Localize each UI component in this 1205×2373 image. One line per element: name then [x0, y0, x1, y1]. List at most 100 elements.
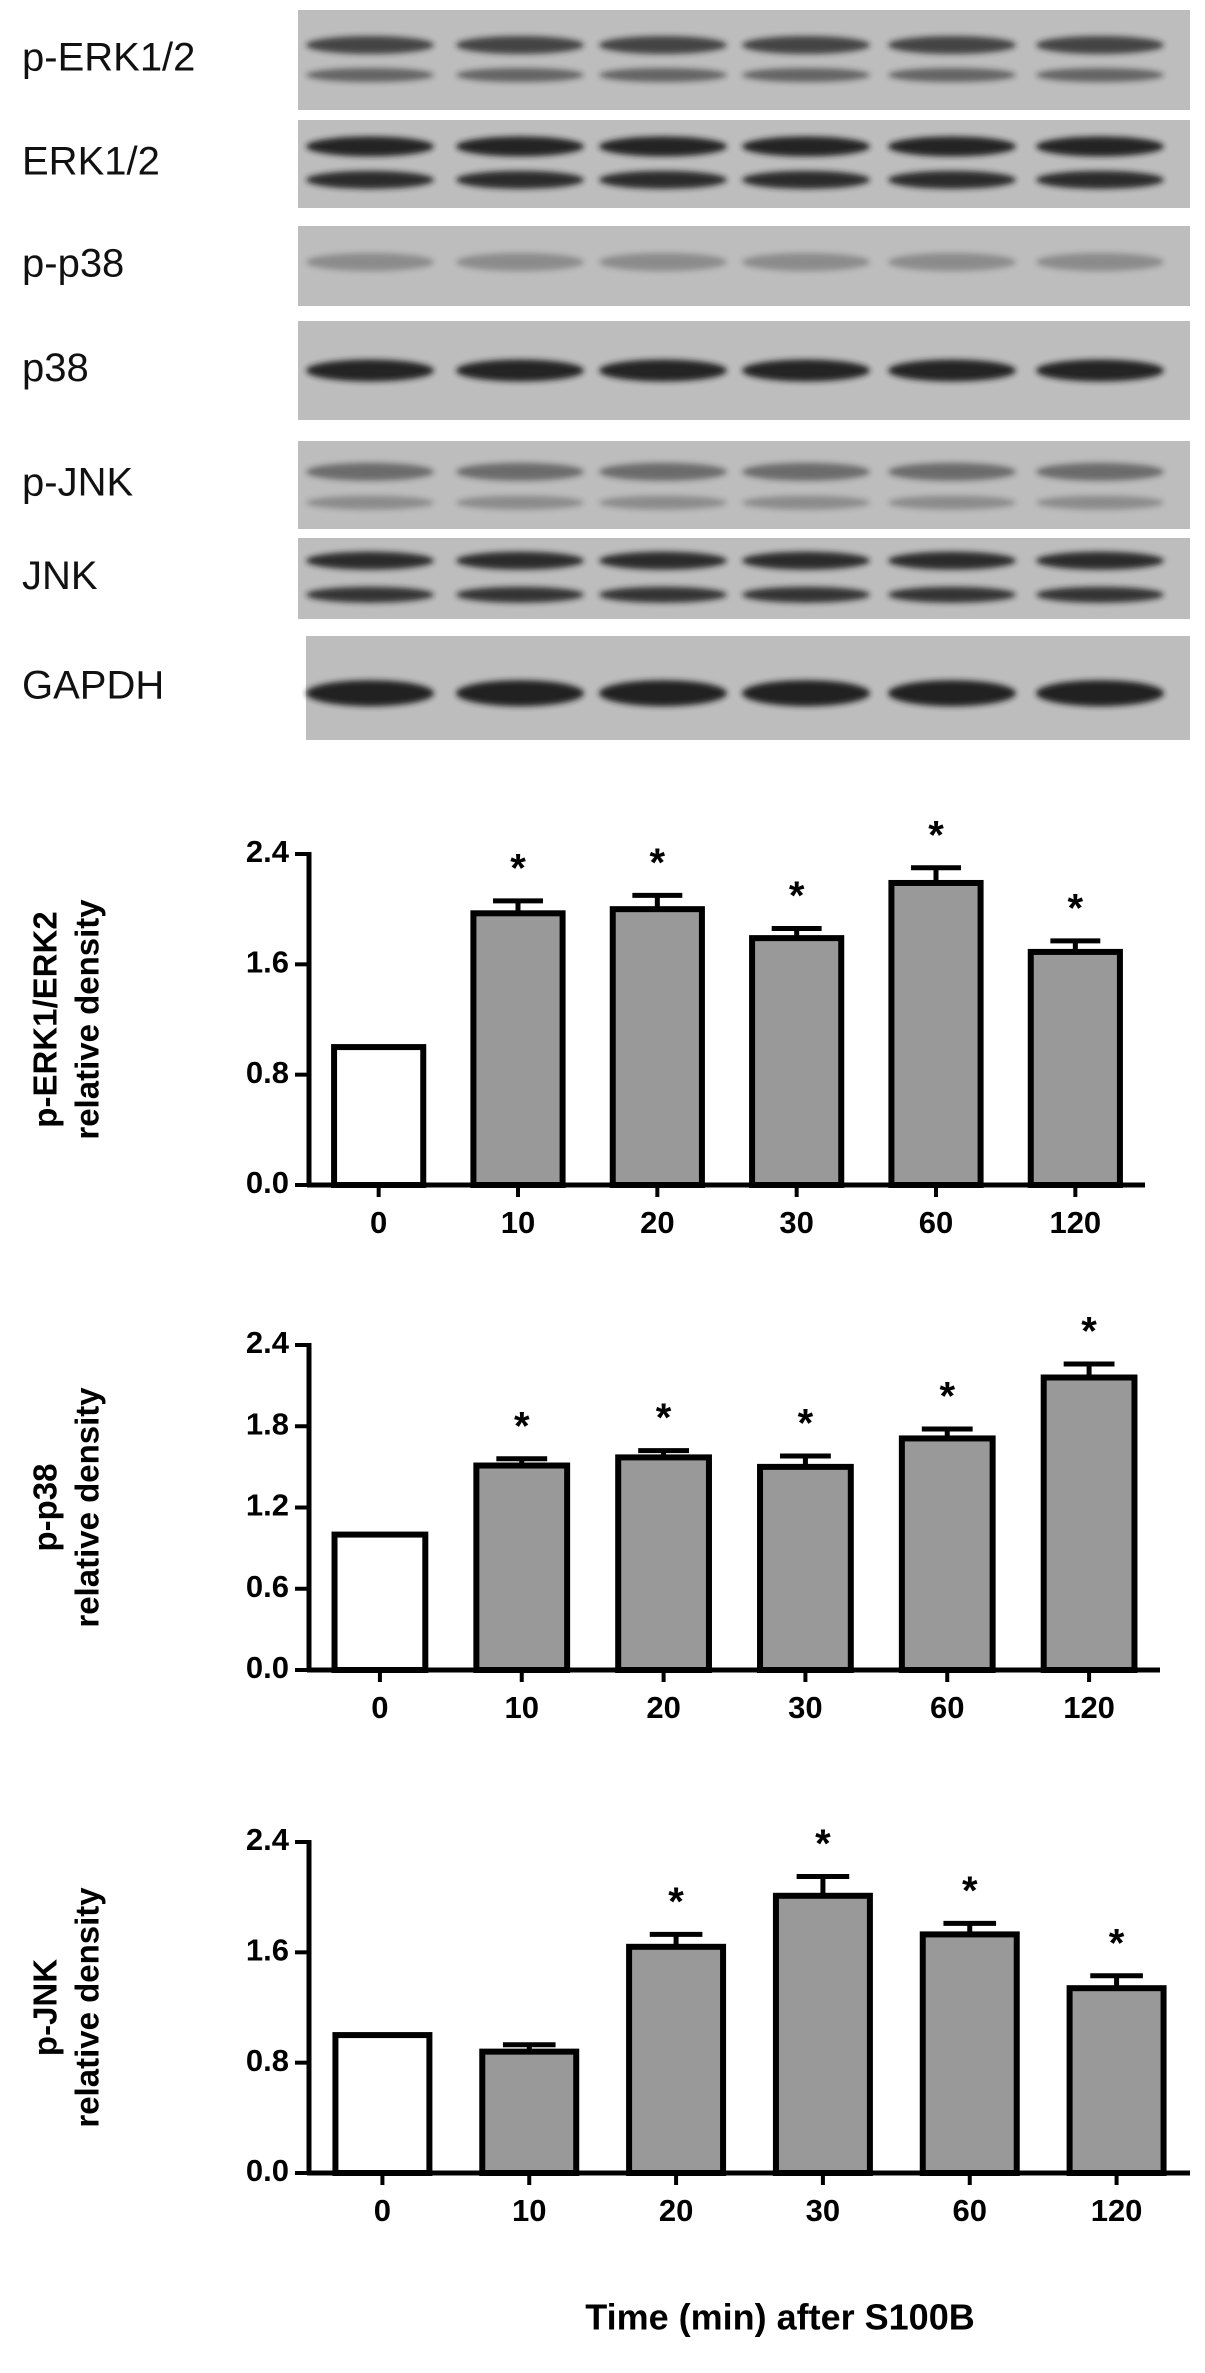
blot-band	[1036, 551, 1164, 570]
blot-band	[456, 359, 584, 382]
blot-band	[456, 253, 584, 271]
blot-label: p-JNK	[22, 461, 133, 505]
blot-band	[306, 495, 434, 510]
x-tick-label: 30	[779, 1205, 813, 1240]
bar	[609, 906, 705, 1189]
blot-panel	[298, 321, 1190, 420]
blot-label: JNK	[22, 554, 98, 598]
blot-label: ERK1/2	[22, 140, 160, 184]
bar	[1040, 1374, 1138, 1673]
blot-band	[599, 170, 727, 189]
x-tick-label: 120	[1091, 2193, 1143, 2228]
blot-band	[599, 586, 727, 603]
bar	[470, 910, 566, 1188]
blot-band	[888, 253, 1016, 271]
blot-band	[306, 586, 434, 603]
blot-band	[888, 551, 1016, 570]
significance-mark: *	[962, 1869, 978, 1913]
x-tick-label: 20	[646, 1690, 680, 1725]
bar	[772, 1892, 873, 2176]
blot-band	[306, 359, 434, 382]
blot-band	[306, 170, 434, 189]
bar	[331, 1044, 427, 1189]
blot-label: p-p38	[22, 242, 124, 286]
bar	[757, 1463, 854, 1673]
blot-label: GAPDH	[22, 664, 164, 708]
blot-band	[1036, 68, 1164, 82]
blot-background	[298, 10, 1190, 110]
bar	[1027, 948, 1123, 1188]
blot-band	[456, 495, 584, 510]
y-tick-label: 0.0	[246, 1165, 289, 1200]
blot-band	[456, 36, 584, 54]
blot-band	[456, 68, 584, 82]
y-tick-label: 0.8	[246, 2043, 289, 2078]
x-tick-label: 30	[788, 1690, 822, 1725]
y-tick-label: 0.6	[246, 1569, 289, 1604]
x-tick-label: 30	[806, 2193, 840, 2228]
blot-band	[888, 36, 1016, 54]
blot-label: p-ERK1/2	[22, 36, 195, 80]
x-tick-label: 20	[640, 1205, 674, 1240]
y-axis-title: relative density	[69, 899, 106, 1140]
significance-mark: *	[798, 1402, 814, 1446]
blot-band	[456, 136, 584, 157]
y-axis-title: relative density	[69, 1887, 106, 2128]
blot-band	[742, 551, 870, 570]
blot-band	[742, 462, 870, 481]
blot-band	[306, 136, 434, 157]
blot-band	[1036, 253, 1164, 271]
blot-band	[742, 359, 870, 382]
blot-band	[888, 462, 1016, 481]
x-tick-label: 20	[659, 2193, 693, 2228]
significance-mark: *	[1081, 1310, 1097, 1354]
bar	[1066, 1985, 1167, 2176]
blot-band	[1036, 170, 1164, 189]
blot-band	[1036, 36, 1164, 54]
bar	[919, 1931, 1020, 2177]
y-tick-label: 0.8	[246, 1055, 289, 1090]
bar	[898, 1435, 996, 1673]
blot-band	[599, 359, 727, 382]
x-tick-label: 0	[371, 1690, 388, 1725]
y-tick-label: 1.2	[246, 1488, 289, 1523]
x-tick-label: 10	[512, 2193, 546, 2228]
blot-band	[1036, 680, 1164, 707]
blot-band	[306, 68, 434, 82]
y-tick-label: 1.6	[246, 945, 289, 980]
significance-mark: *	[514, 1404, 530, 1448]
x-tick-label: 10	[505, 1690, 539, 1725]
blot-band	[742, 36, 870, 54]
x-tick-label: 60	[930, 1690, 964, 1725]
blot-band	[1036, 586, 1164, 603]
blot-background	[298, 226, 1190, 306]
x-axis-title: Time (min) after S100B	[585, 2297, 974, 2338]
bar	[615, 1454, 712, 1674]
y-tick-label: 1.8	[246, 1406, 289, 1441]
blot-band	[1036, 495, 1164, 510]
blot-background	[298, 120, 1190, 208]
x-tick-label: 120	[1063, 1690, 1115, 1725]
blot-band	[742, 680, 870, 707]
blot-panel	[306, 636, 1190, 740]
bar	[626, 1943, 727, 2176]
y-tick-label: 2.4	[246, 1325, 290, 1360]
significance-mark: *	[789, 874, 805, 918]
blot-band	[1036, 136, 1164, 157]
blot-panel	[298, 441, 1190, 529]
blot-band	[742, 170, 870, 189]
significance-mark: *	[1068, 886, 1084, 930]
blot-band	[1036, 359, 1164, 382]
blot-band	[456, 170, 584, 189]
blot-band	[306, 462, 434, 481]
blot-panel	[298, 10, 1190, 110]
blot-band	[888, 495, 1016, 510]
x-tick-label: 10	[501, 1205, 535, 1240]
bar	[749, 935, 845, 1188]
significance-mark: *	[510, 846, 526, 890]
x-tick-label: 60	[919, 1205, 953, 1240]
blot-band	[742, 68, 870, 82]
blot-band	[456, 551, 584, 570]
